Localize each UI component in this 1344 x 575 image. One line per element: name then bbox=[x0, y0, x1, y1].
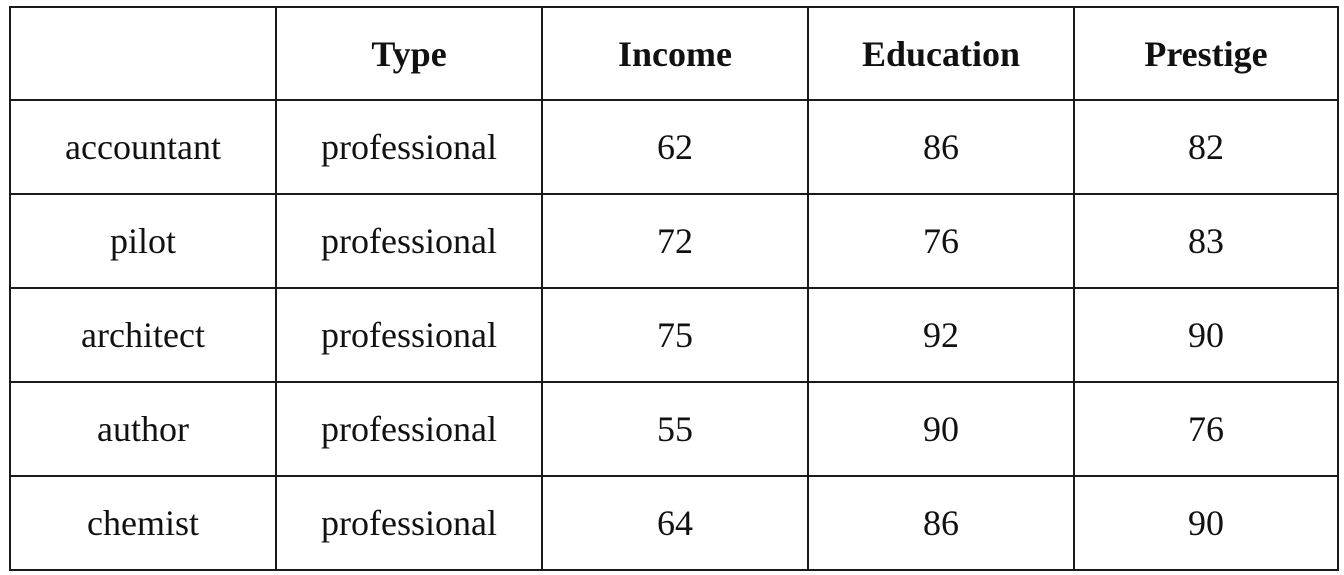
cell-type: professional bbox=[275, 475, 543, 571]
cell-type: professional bbox=[275, 287, 543, 383]
header-cell-income: Income bbox=[541, 6, 809, 101]
cell-income: 62 bbox=[541, 99, 809, 195]
cell-prestige: 82 bbox=[1073, 99, 1339, 195]
table-row: pilot professional 72 76 83 bbox=[9, 193, 1339, 289]
cell-type: professional bbox=[275, 381, 543, 477]
header-cell-education: Education bbox=[807, 6, 1075, 101]
cell-prestige: 83 bbox=[1073, 193, 1339, 289]
header-cell-type: Type bbox=[275, 6, 543, 101]
cell-education: 90 bbox=[807, 381, 1075, 477]
cell-type: professional bbox=[275, 99, 543, 195]
cell-prestige: 76 bbox=[1073, 381, 1339, 477]
cell-education: 86 bbox=[807, 99, 1075, 195]
cell-education: 86 bbox=[807, 475, 1075, 571]
cell-occupation: author bbox=[9, 381, 277, 477]
table-row: accountant professional 62 86 82 bbox=[9, 99, 1339, 195]
cell-type: professional bbox=[275, 193, 543, 289]
table-row: chemist professional 64 86 90 bbox=[9, 475, 1339, 571]
cell-occupation: pilot bbox=[9, 193, 277, 289]
cell-income: 55 bbox=[541, 381, 809, 477]
cell-education: 92 bbox=[807, 287, 1075, 383]
data-table: Type Income Education Prestige accountan… bbox=[9, 6, 1339, 571]
header-cell-name bbox=[9, 6, 277, 101]
cell-prestige: 90 bbox=[1073, 287, 1339, 383]
cell-occupation: architect bbox=[9, 287, 277, 383]
cell-occupation: accountant bbox=[9, 99, 277, 195]
cell-prestige: 90 bbox=[1073, 475, 1339, 571]
table-row: architect professional 75 92 90 bbox=[9, 287, 1339, 383]
cell-income: 64 bbox=[541, 475, 809, 571]
cell-income: 72 bbox=[541, 193, 809, 289]
cell-income: 75 bbox=[541, 287, 809, 383]
cell-occupation: chemist bbox=[9, 475, 277, 571]
cell-education: 76 bbox=[807, 193, 1075, 289]
header-cell-prestige: Prestige bbox=[1073, 6, 1339, 101]
table-row: author professional 55 90 76 bbox=[9, 381, 1339, 477]
header-row: Type Income Education Prestige bbox=[9, 6, 1339, 101]
